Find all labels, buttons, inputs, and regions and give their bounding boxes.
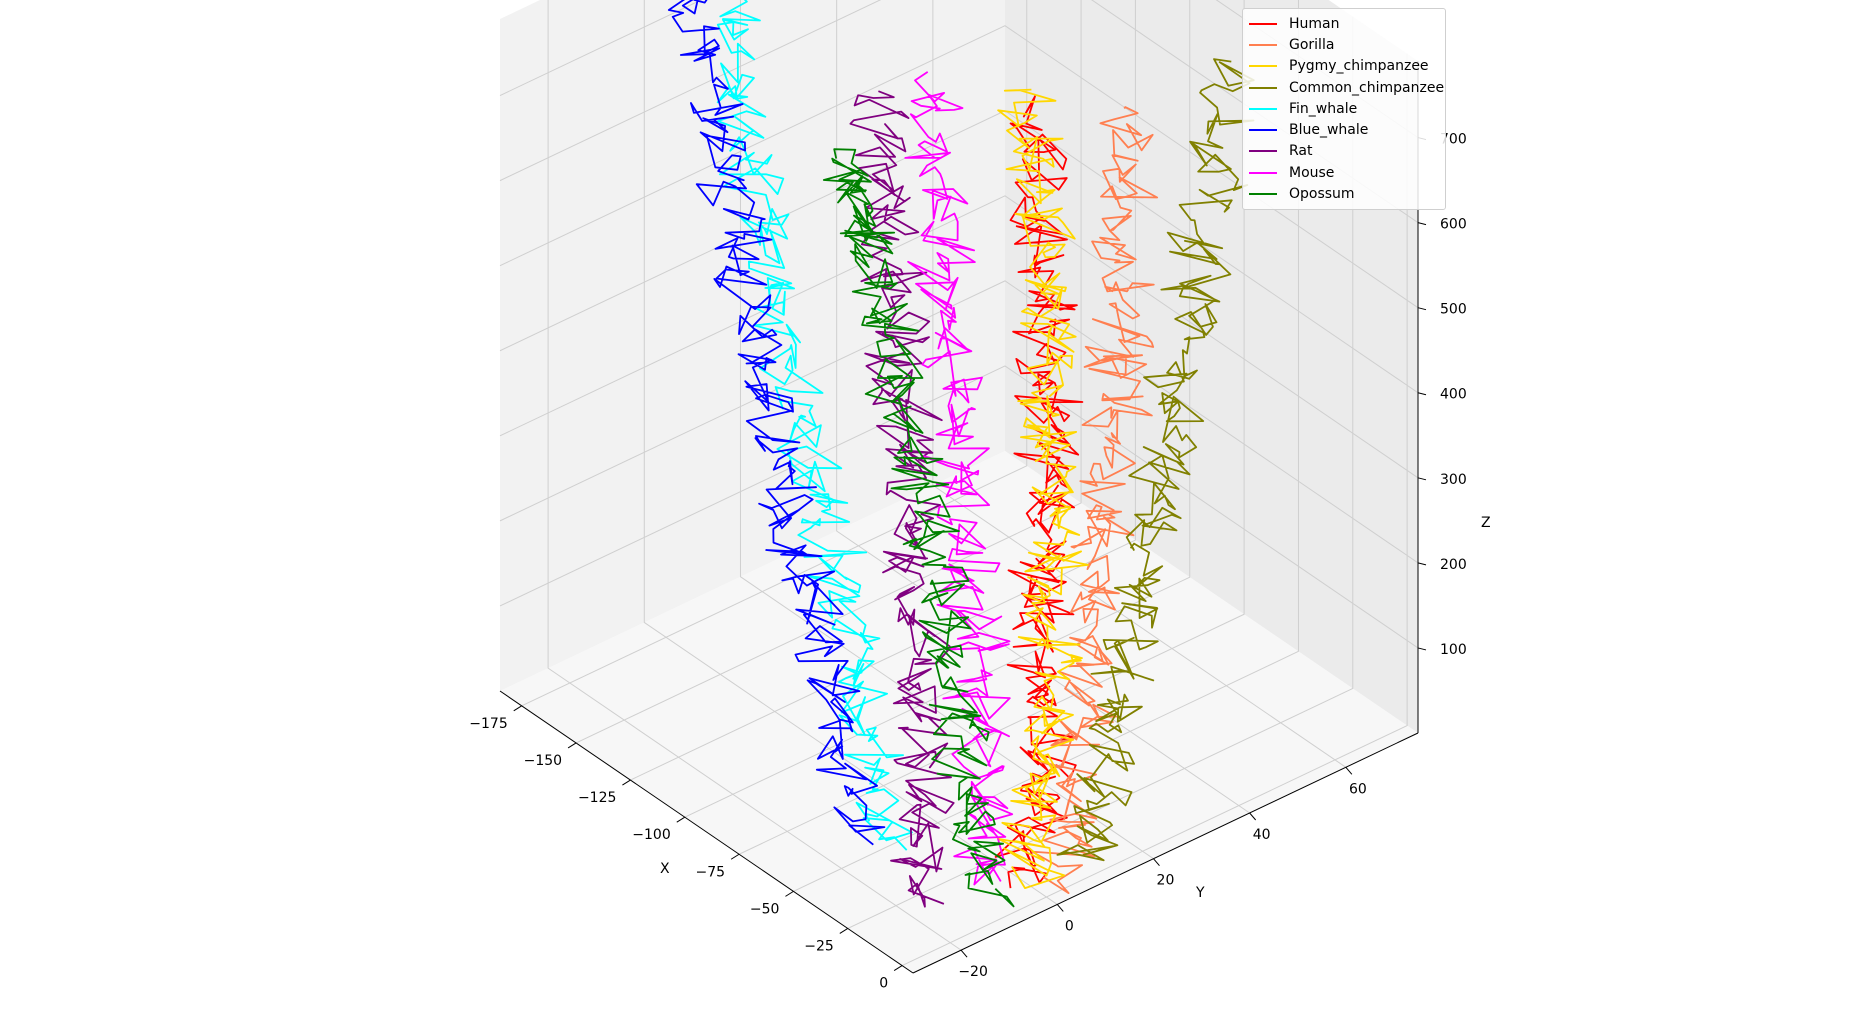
x-tick-mark [622, 779, 631, 786]
legend-label: Fin_whale [1289, 100, 1358, 117]
x-tick-label: −75 [696, 864, 726, 880]
series-line-gorilla [1031, 106, 1159, 894]
legend: Human Gorilla Pygmy_chimpanzee Common_chimp… [1242, 8, 1446, 210]
y-tick-mark [1056, 904, 1064, 912]
z-tick-label: 100 [1440, 642, 1467, 658]
legend-line-swatch [1249, 107, 1277, 110]
x-tick-mark [513, 705, 523, 712]
legend-label: Rat [1289, 143, 1313, 160]
series-line-mouse [904, 71, 1014, 886]
y-grid-line [547, 0, 962, 951]
x-tick-label: −125 [578, 790, 616, 806]
legend-item: Pygmy_chimpanzee [1243, 56, 1445, 77]
y-tick-label: 60 [1349, 781, 1367, 797]
z-tick-mark [1417, 562, 1427, 566]
y-tick-mark [960, 949, 968, 958]
z-tick-mark [1417, 222, 1427, 226]
z-tick-mark [1417, 307, 1427, 311]
x-tick-mark [730, 853, 740, 860]
legend-item: Fin_whale [1243, 98, 1445, 119]
tick-labels: −175 −150 −125 −100 −75 −50 −25 0 −20 0 20 40 60 100 2… [469, 132, 1466, 992]
x-grid-line [630, 0, 1136, 781]
x-tick-mark [893, 965, 903, 972]
z-grid-line [499, 365, 1419, 649]
legend-line-swatch [1249, 129, 1277, 132]
legend-label: Human [1289, 15, 1340, 32]
z-tick-label: 200 [1440, 557, 1467, 573]
z-tick-mark [1417, 647, 1427, 651]
y-tick-mark [1345, 766, 1353, 775]
legend-label: Blue_whale [1289, 122, 1369, 139]
x-axis-line [499, 690, 914, 974]
legend-label: Mouse [1289, 164, 1335, 181]
y-axis-label: Y [1195, 885, 1205, 901]
x-tick-mark [839, 928, 849, 934]
legend-label: Pygmy_chimpanzee [1289, 58, 1429, 75]
z-tick-label: 600 [1440, 217, 1467, 233]
y-grid-line [836, 0, 1250, 814]
x-grid-line [521, 0, 1028, 707]
legend-item: Rat [1243, 141, 1445, 162]
legend-item: Mouse [1243, 162, 1445, 183]
y-tick-label: −20 [958, 964, 988, 980]
z-tick-mark [1417, 477, 1427, 481]
legend-line-swatch [1249, 150, 1277, 153]
x-tick-label: 0 [879, 976, 888, 992]
x-tick-mark [676, 816, 686, 823]
x-tick-label: −100 [632, 827, 670, 843]
data-series [667, 0, 1255, 908]
x-tick-label: −25 [804, 938, 834, 954]
legend-label: Gorilla [1289, 36, 1335, 53]
z-grid-line [499, 280, 1419, 564]
z-tick-label: 400 [1440, 387, 1467, 403]
legend-item: Gorilla [1243, 34, 1445, 55]
x-tick-label: −175 [469, 716, 507, 732]
series-line-opossum [822, 148, 1015, 908]
x-tick-label: −150 [524, 753, 562, 769]
legend-item: Human [1243, 13, 1445, 34]
z-grid-line [499, 25, 1419, 309]
z-tick-mark [1417, 392, 1427, 396]
x-grid-line [575, 0, 1082, 744]
legend-item: Common_chimpanzee [1243, 77, 1445, 98]
axis-labels: X Y Z [660, 515, 1491, 901]
y-tick-label: 20 [1157, 873, 1175, 889]
legend-line-swatch [1249, 193, 1277, 196]
series-line-blue-whale [667, 0, 886, 846]
y-tick-mark [1249, 812, 1257, 821]
legend-item: Blue_whale [1243, 119, 1445, 140]
x-axis-label: X [660, 861, 670, 877]
x-tick-mark [567, 742, 577, 749]
z-tick-label: 300 [1440, 472, 1467, 488]
legend-line-swatch [1249, 86, 1277, 89]
legend-item: Opossum [1243, 183, 1445, 204]
y-tick-label: 0 [1065, 918, 1074, 934]
legend-label: Common_chimpanzee [1289, 79, 1445, 96]
x-tick-label: −50 [750, 901, 780, 917]
y-grid-line [932, 0, 1347, 768]
legend-line-swatch [1249, 171, 1277, 174]
legend-line-swatch [1249, 65, 1277, 68]
series-line-pygmy-chimpanzee [996, 88, 1089, 889]
x-grid-line [901, 53, 1408, 967]
z-tick-label: 500 [1440, 302, 1467, 318]
x-tick-mark [785, 890, 794, 897]
z-tick-label: 700 [1440, 132, 1467, 148]
legend-line-swatch [1249, 22, 1277, 25]
y-tick-mark [1153, 858, 1160, 867]
y-tick-label: 40 [1253, 827, 1271, 843]
x-grid-line [684, 0, 1191, 818]
z-grid-line [499, 195, 1419, 479]
legend-label: Opossum [1289, 186, 1355, 203]
x-grid-line [847, 16, 1354, 929]
y-axis-line [912, 732, 1419, 974]
z-axis-label: Z [1481, 515, 1491, 531]
series-line-common-chimpanzee [1056, 58, 1255, 862]
legend-line-swatch [1249, 43, 1277, 46]
